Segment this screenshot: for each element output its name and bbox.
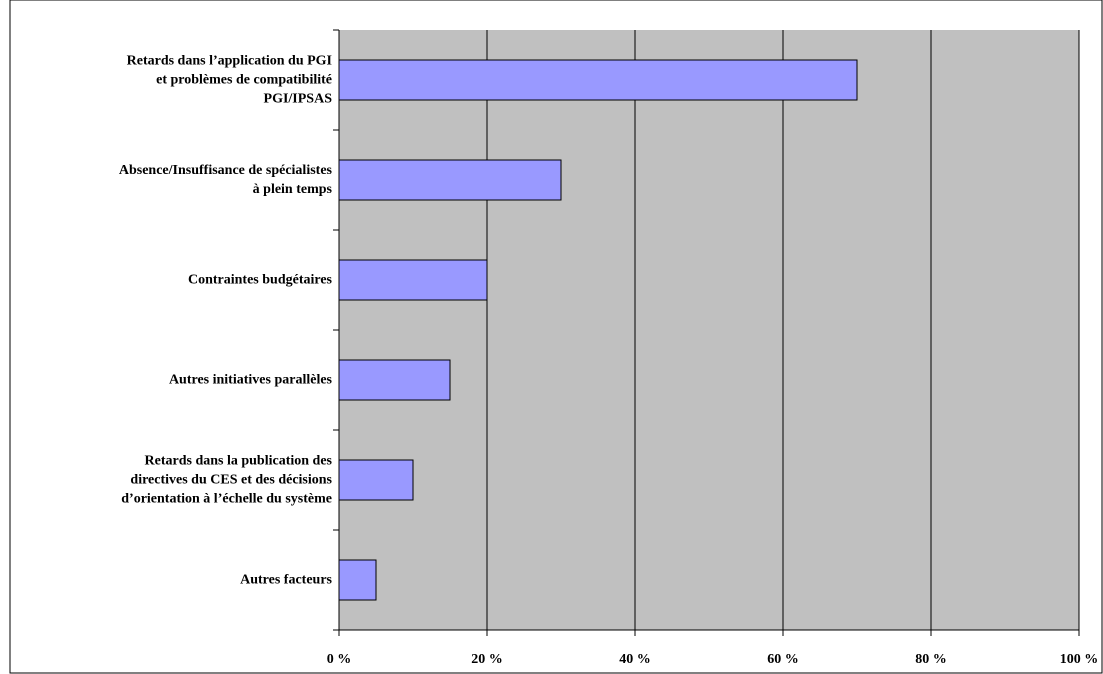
bar bbox=[338, 59, 858, 101]
category-label: Autres initiatives parallèles bbox=[168, 372, 332, 388]
category-label: Contraintes budgétaires bbox=[187, 272, 332, 288]
frame bbox=[9, 0, 1103, 674]
bar bbox=[338, 459, 414, 501]
plot-area bbox=[339, 30, 1079, 630]
category-label: Absence/Insuffisance de spécialistes à p… bbox=[118, 163, 332, 197]
x-tick-label: 60 % bbox=[767, 652, 799, 667]
x-tick-label: 100 % bbox=[1060, 652, 1099, 667]
x-tick-label: 0 % bbox=[327, 652, 352, 667]
bar bbox=[338, 559, 377, 601]
category-label: Retards dans l’application du PGI et pro… bbox=[126, 53, 332, 107]
bar bbox=[338, 259, 488, 301]
bar bbox=[338, 159, 562, 201]
category-label: Autres facteurs bbox=[240, 572, 332, 588]
x-tick-label: 40 % bbox=[619, 652, 651, 667]
bar bbox=[338, 359, 451, 401]
x-tick-label: 20 % bbox=[471, 652, 503, 667]
x-tick-label: 80 % bbox=[915, 652, 947, 667]
category-label: Retards dans la publication des directiv… bbox=[121, 453, 332, 507]
